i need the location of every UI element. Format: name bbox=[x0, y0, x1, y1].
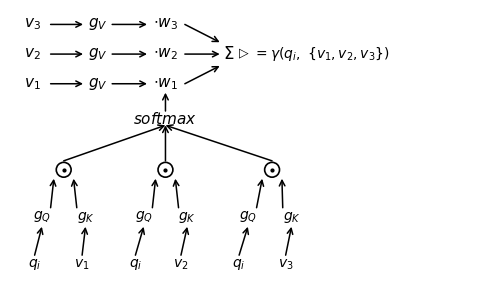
Text: $\cdot w_2$: $\cdot w_2$ bbox=[153, 46, 178, 62]
Text: $v_3$: $v_3$ bbox=[278, 257, 294, 272]
Text: $g_V$: $g_V$ bbox=[88, 76, 107, 92]
Text: $v_2$: $v_2$ bbox=[24, 46, 40, 62]
Text: $g_K$: $g_K$ bbox=[77, 210, 94, 225]
Text: $\Sigma$: $\Sigma$ bbox=[223, 45, 234, 63]
Text: $q_i$: $q_i$ bbox=[232, 257, 246, 272]
Text: $\cdot w_1$: $\cdot w_1$ bbox=[153, 76, 178, 91]
Text: $v_1$: $v_1$ bbox=[74, 257, 90, 272]
Text: $g_K$: $g_K$ bbox=[178, 210, 196, 225]
Text: $g_Q$: $g_Q$ bbox=[239, 210, 257, 225]
Text: $g_Q$: $g_Q$ bbox=[135, 210, 153, 225]
Text: $\triangleright$: $\triangleright$ bbox=[238, 47, 250, 61]
Text: $v_2$: $v_2$ bbox=[173, 257, 189, 272]
Text: $= \gamma(q_i,\ \{v_1,v_2,v_3\})$: $= \gamma(q_i,\ \{v_1,v_2,v_3\})$ bbox=[253, 45, 389, 63]
Text: $g_V$: $g_V$ bbox=[88, 46, 107, 62]
Text: $q_i$: $q_i$ bbox=[129, 257, 142, 272]
Text: $g_V$: $g_V$ bbox=[88, 16, 107, 32]
Text: $g_Q$: $g_Q$ bbox=[33, 210, 51, 225]
Text: $v_1$: $v_1$ bbox=[24, 76, 40, 91]
Text: $q_i$: $q_i$ bbox=[28, 257, 41, 272]
Text: $\cdot w_3$: $\cdot w_3$ bbox=[153, 17, 178, 32]
Text: $v_3$: $v_3$ bbox=[24, 17, 41, 32]
Text: $g_K$: $g_K$ bbox=[282, 210, 300, 225]
Text: $\mathit{softmax}$: $\mathit{softmax}$ bbox=[134, 111, 197, 127]
